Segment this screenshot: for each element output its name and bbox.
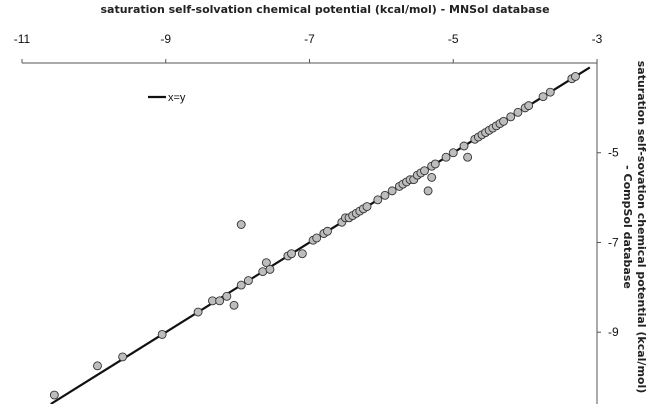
data-point	[287, 249, 296, 259]
data-point	[373, 195, 383, 205]
x-tick-label: -11	[14, 32, 31, 46]
data-point	[570, 72, 580, 81]
data-point	[229, 300, 239, 310]
data-point	[118, 352, 128, 362]
x-axis-title: saturation self-solvation chemical poten…	[100, 3, 550, 16]
data-point	[193, 307, 203, 317]
data-point	[430, 159, 440, 169]
data-point	[427, 172, 437, 182]
data-point	[420, 166, 429, 176]
x-tick-label: -3	[592, 32, 603, 46]
data-point	[312, 233, 322, 243]
data-point	[506, 112, 516, 122]
data-point	[524, 101, 534, 111]
data-point	[545, 87, 555, 97]
data-point	[93, 361, 102, 371]
data-point	[441, 152, 451, 162]
data-point	[236, 220, 246, 229]
data-point	[387, 186, 397, 196]
data-point	[222, 291, 232, 301]
data-point	[157, 330, 167, 339]
data-point	[499, 116, 509, 126]
data-point	[297, 249, 307, 259]
y-tick-label: -7	[608, 235, 619, 249]
x-tick-label: -5	[448, 32, 459, 46]
data-point	[463, 152, 473, 162]
data-point	[49, 390, 59, 400]
data-point	[380, 190, 390, 200]
data-point	[236, 280, 246, 290]
data-point	[323, 226, 332, 236]
data-point	[538, 92, 548, 102]
data-point	[459, 141, 469, 151]
y-tick-label: -5	[608, 146, 619, 160]
data-point	[448, 148, 458, 158]
data-point	[261, 258, 271, 268]
data-point	[243, 276, 253, 286]
data-point	[513, 107, 523, 117]
data-point	[215, 296, 225, 306]
y-tick-label: -9	[608, 325, 619, 339]
data-point	[265, 264, 275, 274]
legend-label: x=y	[168, 92, 186, 104]
x-tick-label: -7	[304, 32, 315, 46]
data-point	[423, 186, 433, 196]
x-tick-label: -9	[160, 32, 171, 46]
data-point	[362, 202, 372, 212]
